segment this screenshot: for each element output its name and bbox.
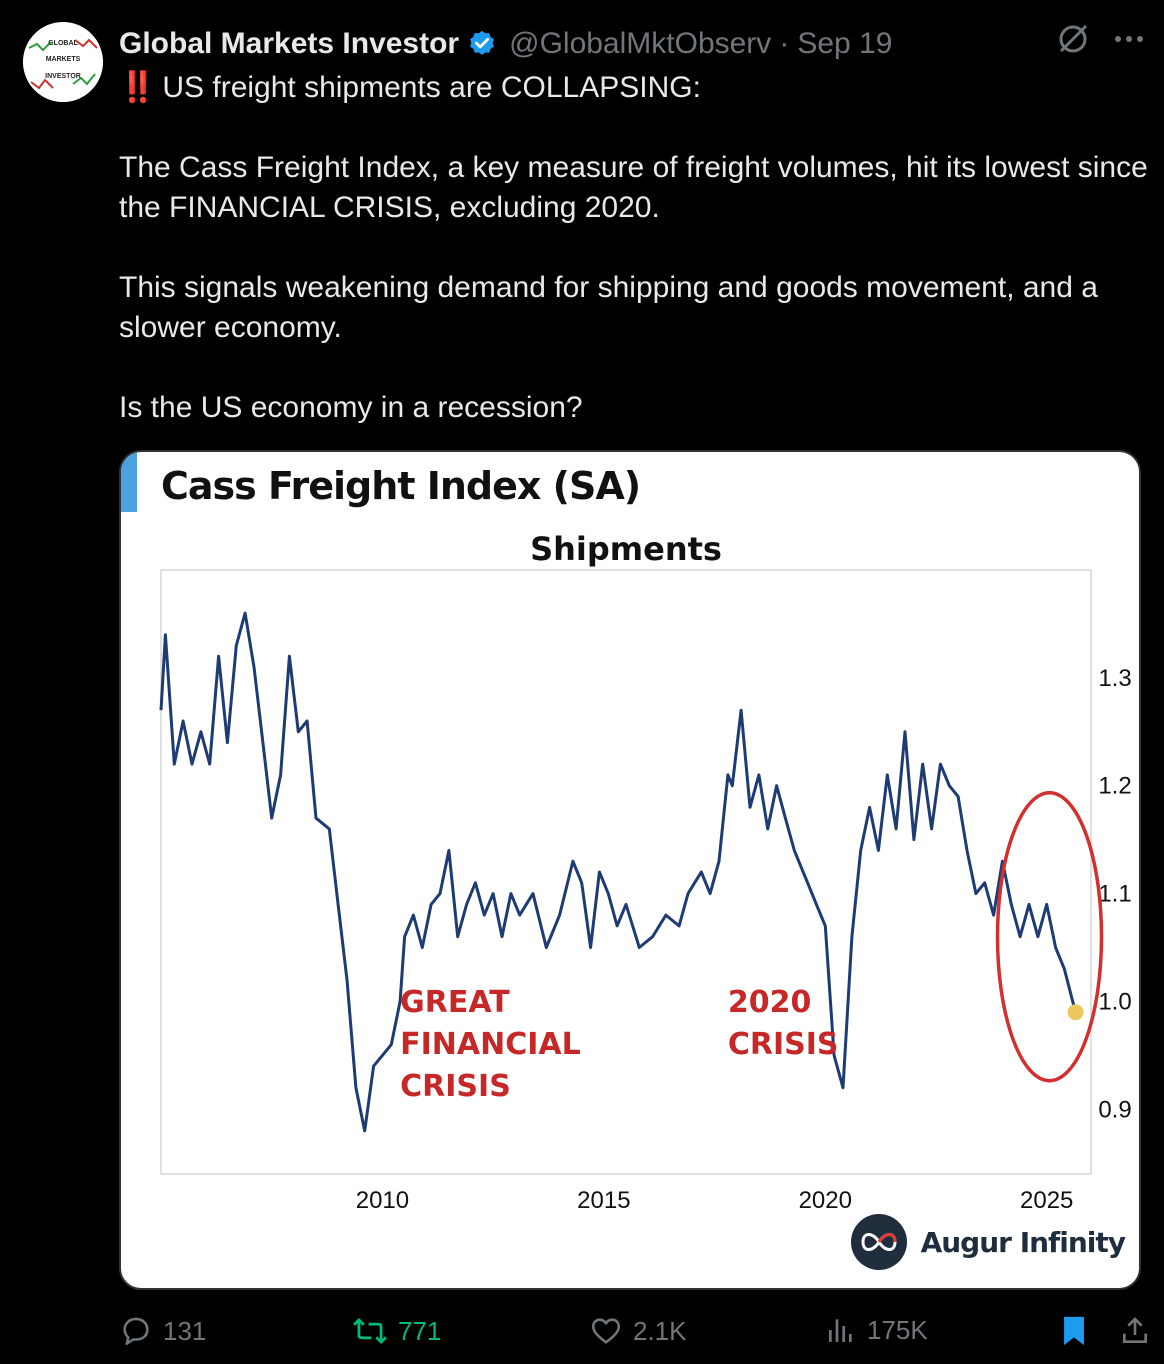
tweet-paragraph-4: Is the US economy in a recession?	[119, 391, 583, 424]
tweet-paragraph-3: This signals weakening demand for shippi…	[119, 271, 1098, 344]
views-chart-icon	[829, 1319, 852, 1342]
annotation-text: 2020	[728, 985, 812, 1020]
double-exclamation-emoji: ‼️	[119, 71, 157, 104]
annotation-text: FINANCIAL	[400, 1027, 581, 1062]
x-tick-label: 2020	[799, 1187, 852, 1214]
like-count: 2.1K	[633, 1315, 687, 1346]
repost-button[interactable]: 771	[352, 1314, 441, 1348]
shipments-line	[159, 611, 1077, 1133]
bookmark-button[interactable]	[1059, 1314, 1089, 1348]
y-tick-label: 1.2	[1098, 773, 1131, 800]
tweet-image-card[interactable]: Cass Freight Index (SA) Shipments 2010 201…	[119, 450, 1141, 1290]
tweet-date[interactable]: Sep 19	[797, 27, 893, 60]
repost-icon	[353, 1317, 387, 1345]
card-title: Cass Freight Index (SA)	[161, 464, 641, 508]
annotation-text: CRISIS	[400, 1069, 511, 1104]
x-tick-label: 2015	[577, 1187, 630, 1214]
y-tick-label: 1.1	[1098, 881, 1131, 908]
y-tick-label: 0.9	[1098, 1096, 1131, 1123]
author-handle[interactable]: @GlobalMktObserv	[509, 27, 772, 60]
view-count: 175K	[867, 1314, 928, 1345]
tweet-line-1: ‼️ US freight shipments are COLLAPSING:	[119, 68, 1149, 108]
like-button[interactable]: 2.1K	[589, 1314, 687, 1348]
chart-title: Shipments	[530, 530, 722, 568]
avatar-line1: GLOBAL	[48, 40, 78, 47]
more-options-icon[interactable]	[1114, 34, 1144, 44]
views-button[interactable]: 175K	[825, 1314, 928, 1346]
reply-count: 131	[163, 1315, 207, 1346]
freight-chart: Shipments 2010 2015 2020 2025 0.9 1.0 1.1 1.2 1.3…	[159, 530, 1132, 1214]
infinity-logo-icon	[850, 1214, 907, 1270]
plot-frame	[160, 569, 1092, 1175]
header-separator: ·	[779, 27, 790, 60]
top-icons	[1056, 22, 1144, 56]
tweet-headline: US freight shipments are COLLAPSING:	[162, 71, 701, 104]
highlight-ellipse	[995, 790, 1104, 1083]
latest-point-marker	[1067, 1004, 1084, 1021]
card-accent-bar	[121, 452, 137, 512]
annotation-text: CRISIS	[728, 1027, 839, 1062]
bookmark-icon	[1064, 1316, 1084, 1346]
tweet-actions: 131 771 2.1K 175K	[119, 1314, 1159, 1358]
tweet-paragraph-2: The Cass Freight Index, a key measure of…	[119, 151, 1148, 224]
tweet-body: ‼️ US freight shipments are COLLAPSING: T…	[119, 68, 1149, 428]
avatar-logo-icon: GLOBAL MARKETS INVESTOR	[23, 22, 103, 102]
verified-badge-icon[interactable]	[467, 29, 497, 59]
reply-icon	[123, 1317, 149, 1346]
share-icon	[1123, 1317, 1147, 1343]
x-tick-label: 2025	[1020, 1187, 1073, 1214]
annotation-text: GREAT	[400, 985, 510, 1020]
y-tick-label: 1.0	[1098, 988, 1131, 1015]
repost-count: 771	[398, 1315, 442, 1346]
brand-name: Augur Infinity	[920, 1225, 1126, 1259]
author-name[interactable]: Global Markets Investor	[119, 27, 460, 60]
grok-icon[interactable]	[1056, 22, 1090, 56]
brand-watermark: Augur Infinity	[850, 1214, 1126, 1270]
share-button[interactable]	[1119, 1314, 1151, 1348]
author-avatar[interactable]: GLOBAL MARKETS INVESTOR	[23, 22, 103, 102]
avatar-line3: INVESTOR	[45, 73, 81, 80]
heart-icon	[591, 1318, 621, 1344]
reply-button[interactable]: 131	[119, 1314, 206, 1348]
avatar-line2: MARKETS	[46, 56, 81, 63]
x-tick-label: 2010	[356, 1187, 409, 1214]
tweet-header: Global Markets Investor @GlobalMktObserv…	[119, 24, 892, 64]
y-tick-label: 1.3	[1098, 665, 1131, 692]
